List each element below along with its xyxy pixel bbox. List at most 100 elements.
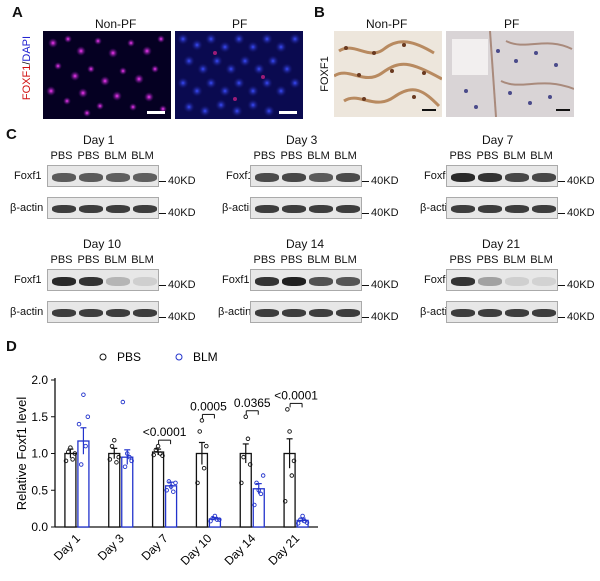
pf-ihc-micrograph (452, 31, 574, 117)
data-point (252, 502, 257, 508)
data-point (70, 457, 75, 462)
data-point (65, 449, 71, 455)
foxf1-band (309, 173, 333, 182)
data-point (164, 487, 169, 493)
panel-a-left-scalebar (147, 111, 165, 114)
panel-a-right-scalebar (279, 111, 297, 114)
data-point (245, 436, 251, 442)
molecular-weight-marker: 40KD (558, 207, 595, 219)
data-point (78, 462, 84, 467)
blot-day-title: Day 3 (286, 133, 318, 147)
p-value-label: <0.0001 (143, 425, 187, 439)
lane-label: BLM (104, 254, 127, 266)
data-point (114, 460, 119, 465)
data-point (241, 454, 246, 460)
data-point (155, 443, 161, 449)
data-point (120, 399, 126, 405)
lane-label: BLM (334, 254, 357, 266)
foxf1-band (309, 277, 333, 286)
marker-text: 40KD (371, 175, 399, 187)
data-point (72, 451, 78, 456)
data-point (76, 421, 82, 427)
data-point (195, 480, 200, 486)
lane-label: PBS (280, 150, 303, 162)
foxf1-band (106, 173, 130, 182)
blot-lane-labels: PBS PBS BLM BLM (50, 150, 154, 162)
p-value-label: 0.0005 (190, 399, 227, 413)
marker-tick (558, 212, 565, 214)
data-point (247, 462, 253, 467)
data-point (153, 447, 159, 453)
data-point (173, 480, 178, 486)
marker-text: 40KD (371, 207, 399, 219)
data-point (217, 517, 222, 522)
beta-actin-band (336, 205, 360, 213)
data-point (287, 429, 292, 434)
data-point (201, 465, 207, 471)
data-point (160, 453, 165, 458)
nonpf-ihc-micrograph (334, 40, 442, 108)
data-point (208, 518, 213, 524)
bar (64, 452, 77, 528)
beta-actin-band (505, 309, 529, 317)
beta-actin-band (79, 205, 103, 213)
y-tick-label: 2.0 (31, 373, 48, 387)
beta-actin-band (255, 205, 279, 213)
lane-label: BLM (131, 150, 154, 162)
foxf1-band (106, 277, 130, 286)
lane-label: BLM (131, 254, 154, 266)
panel-c-label: C (6, 126, 17, 143)
lane-label: BLM (503, 254, 526, 266)
beta-actin-band (309, 309, 333, 317)
lane-label: PBS (476, 150, 499, 162)
data-point (239, 480, 244, 486)
row-label-foxf1: Foxf1 (424, 274, 452, 286)
marker-text: 40KD (567, 207, 595, 219)
data-point (197, 429, 202, 434)
blot-lane-labels: PBS PBS BLM BLM (50, 254, 154, 266)
bar (239, 452, 252, 528)
beta-actin-band (451, 205, 475, 213)
x-tick-label: Day 7 (139, 531, 171, 563)
beta-actin-blot (446, 197, 558, 219)
blot-day-title: Day 21 (482, 237, 521, 251)
marker-text: 40KD (168, 175, 196, 187)
data-point (129, 458, 134, 464)
beta-actin-band (282, 205, 306, 213)
row-label-beta-actin: β-actin (222, 202, 256, 214)
p-value-label: 0.0365 (234, 396, 271, 410)
beta-actin-band (478, 205, 502, 213)
slash-label: / (21, 61, 33, 65)
data-point (111, 438, 117, 443)
foxf1-band (505, 277, 529, 286)
beta-actin-blot (250, 197, 362, 219)
data-point (81, 392, 86, 397)
marker-tick (362, 180, 369, 182)
beta-actin-band (478, 309, 502, 317)
nonpf-fluorescence-micrograph (46, 35, 167, 117)
data-point (212, 513, 218, 519)
marker-text: 40KD (567, 279, 595, 291)
foxf1-band (505, 173, 529, 182)
panel-b-left-scalebar (422, 109, 436, 111)
data-point (122, 464, 128, 469)
beta-actin-blot (47, 197, 159, 219)
legend-marker (99, 353, 107, 361)
bar (151, 451, 165, 528)
molecular-weight-marker: 40KD (558, 311, 595, 323)
molecular-weight-marker: 40KD (558, 279, 595, 291)
panel-a-pf-image (175, 31, 303, 119)
data-point (295, 521, 301, 526)
foxf1-blot (47, 165, 159, 187)
beta-actin-band (451, 309, 475, 317)
beta-actin-blot (47, 301, 159, 323)
foxf1-blot (47, 269, 159, 291)
data-point (300, 513, 305, 519)
blot-lane-labels: PBS PBS BLM BLM (253, 150, 357, 162)
data-point (289, 473, 295, 478)
data-point (109, 443, 115, 449)
panel-b-left-title: Non-PF (366, 17, 408, 31)
data-point (282, 499, 288, 504)
data-point (107, 457, 113, 462)
data-point (291, 458, 297, 464)
